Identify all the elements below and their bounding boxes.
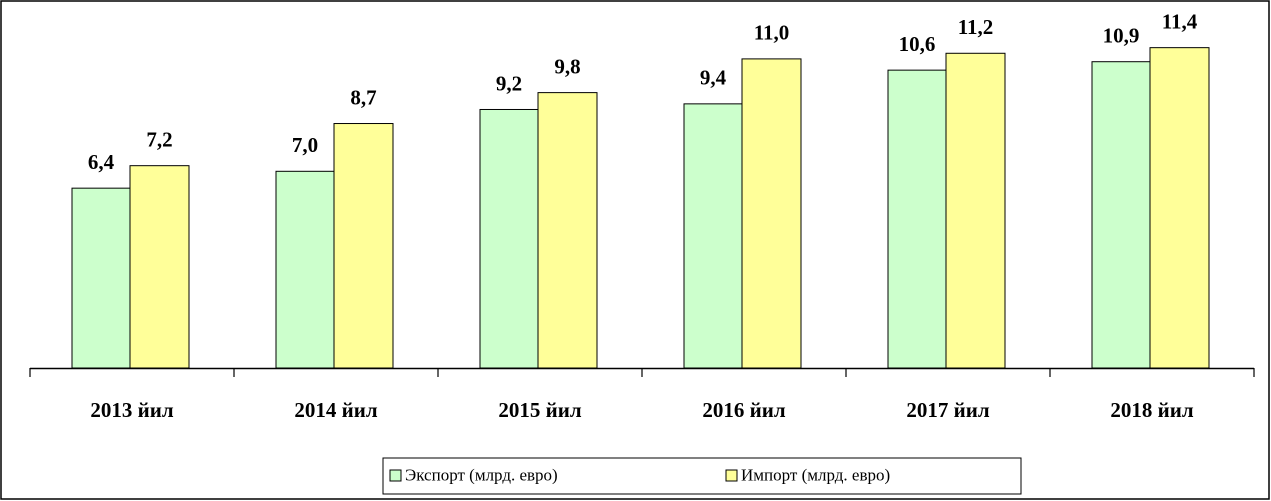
bar xyxy=(1149,47,1210,369)
value-label: 9,2 xyxy=(496,71,522,95)
bar xyxy=(71,187,131,369)
value-label: 8,7 xyxy=(350,85,376,109)
value-label: 10,9 xyxy=(1103,24,1140,48)
value-label: 6,4 xyxy=(88,150,115,174)
legend-label: Экспорт (млрд. евро) xyxy=(405,465,558,484)
value-label: 11,4 xyxy=(1162,9,1198,33)
value-label: 11,2 xyxy=(958,15,994,39)
bar xyxy=(537,92,598,369)
legend-swatch xyxy=(725,469,738,482)
value-label: 7,0 xyxy=(292,133,318,157)
legend-label: Импорт (млрд. евро) xyxy=(741,465,890,484)
bar xyxy=(479,108,539,369)
legend-box xyxy=(382,457,1022,495)
x-tick-label: 2014 йил xyxy=(294,398,377,422)
bar xyxy=(129,165,190,369)
bar xyxy=(1091,61,1151,369)
value-label: 9,8 xyxy=(554,54,580,78)
bar xyxy=(945,52,1006,369)
legend-swatch xyxy=(389,469,402,482)
x-tick-label: 2017 йил xyxy=(906,398,989,422)
bar xyxy=(887,69,947,369)
x-tick-label: 2016 йил xyxy=(702,398,785,422)
bar xyxy=(683,103,743,369)
x-tick-label: 2015 йил xyxy=(498,398,581,422)
x-tick-label: 2018 йил xyxy=(1110,398,1193,422)
value-label: 9,4 xyxy=(700,66,727,90)
bar xyxy=(275,170,335,369)
value-label: 7,2 xyxy=(146,127,172,151)
bar xyxy=(741,58,802,369)
bar xyxy=(333,123,394,369)
x-tick-label: 2013 йил xyxy=(90,398,173,422)
value-label: 11,0 xyxy=(754,21,790,45)
value-label: 10,6 xyxy=(899,32,936,56)
